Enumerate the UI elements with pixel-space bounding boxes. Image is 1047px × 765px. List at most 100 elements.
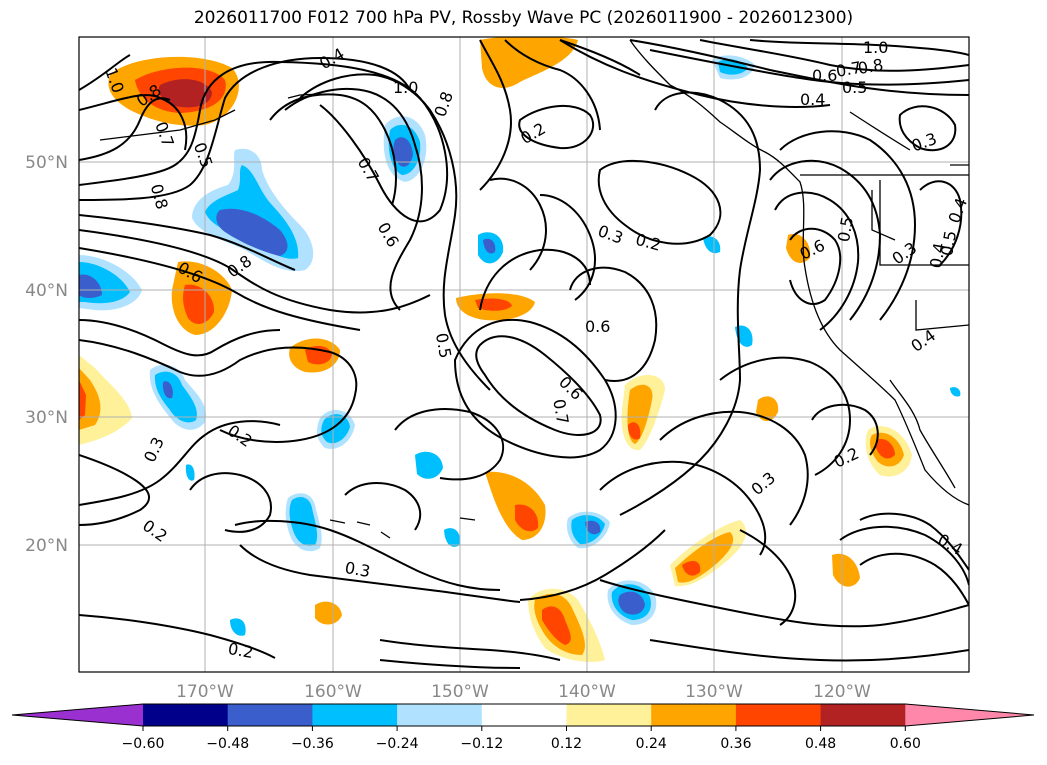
contour-label: 0.8 xyxy=(430,89,457,119)
contour-label: 0.2 xyxy=(634,230,664,255)
contour-label: 0.5 xyxy=(842,78,867,97)
colorbar-segment xyxy=(143,704,229,726)
lon-tick-label: 150°W xyxy=(431,682,489,702)
contour-label: 0.3 xyxy=(909,129,939,156)
contour-label: 0.5 xyxy=(432,331,455,359)
colorbar-segment xyxy=(481,704,567,726)
anomaly-pos xyxy=(79,380,86,420)
colorbar: −0.60 −0.48 −0.36 −0.24 −0.12 0.12 0.24 0.36 0.4… xyxy=(11,703,1035,752)
colorbar-extend-high xyxy=(905,704,1034,726)
colorbar-segment xyxy=(566,704,652,726)
contour-label: 0.4 xyxy=(945,195,972,225)
colorbar-tick-label: −0.24 xyxy=(376,736,419,752)
colorbar-tick-label: −0.48 xyxy=(206,736,249,752)
lat-tick-label: 30°N xyxy=(25,408,68,428)
anomaly-pos xyxy=(158,79,212,108)
colorbar-tick-label: 0.60 xyxy=(890,736,921,752)
contour-label: 0.8 xyxy=(856,55,884,78)
contour-label: 0.3 xyxy=(889,238,921,268)
lon-tick-label: 140°W xyxy=(558,682,616,702)
lat-tick-label: 40°N xyxy=(25,281,68,301)
contour-label: 0.5 xyxy=(937,229,960,257)
contour-label: 0.3 xyxy=(595,221,625,248)
colorbar-tick-label: 0.24 xyxy=(636,736,667,752)
anomaly-pos xyxy=(475,298,512,311)
anomaly-pos xyxy=(628,422,641,440)
contour-label: 0.2 xyxy=(517,119,549,148)
colorbar-tick-label: 0.12 xyxy=(551,736,582,752)
contour-label: 0.3 xyxy=(140,434,168,465)
anomaly-neg xyxy=(230,618,246,636)
anomaly-neg xyxy=(444,528,461,547)
contour-label: 0.4 xyxy=(316,44,348,73)
lon-tick-label: 160°W xyxy=(304,682,362,702)
contour-label: 0.7 xyxy=(549,398,572,426)
anomaly-pos xyxy=(515,504,539,532)
contour-label: 0.2 xyxy=(831,444,862,472)
contour-label: 0.6 xyxy=(585,317,610,336)
contour-label: 0.2 xyxy=(224,421,256,451)
contour-label: 0.4 xyxy=(934,530,966,559)
lat-tick-label: 20°N xyxy=(25,536,68,556)
colorbar-tick-label: −0.12 xyxy=(460,736,503,752)
anomaly-neg xyxy=(162,381,173,399)
contour-label: 1.0 xyxy=(393,78,418,97)
contour-label: 0.4 xyxy=(907,326,939,356)
shaded-anomalies xyxy=(79,37,961,662)
lon-ticks: 170°W 160°W 150°W 140°W 130°W 120°W xyxy=(176,682,871,702)
colorbar-segment xyxy=(397,704,483,726)
anomaly-neg xyxy=(216,208,288,256)
contour-label: 0.2 xyxy=(227,639,255,662)
anomaly-pos xyxy=(183,284,215,324)
contour-label: 0.8 xyxy=(224,251,256,281)
anomaly-neg xyxy=(703,236,721,254)
map-title: 2026011700 F012 700 hPa PV, Rossby Wave … xyxy=(193,8,854,28)
lon-tick-label: 120°W xyxy=(813,682,871,702)
colorbar-segment xyxy=(227,704,313,726)
contour-label: 0.2 xyxy=(139,516,171,546)
anomaly-neg xyxy=(585,520,601,535)
anomaly-pos xyxy=(315,601,342,625)
contour-label: 0.6 xyxy=(374,219,403,251)
coastlines xyxy=(99,39,969,539)
anomaly-neg xyxy=(483,238,496,254)
contour-label: 0.5 xyxy=(834,215,857,243)
colorbar-tick-label: −0.60 xyxy=(122,736,165,752)
anomaly-neg xyxy=(415,451,443,479)
anomaly-neg xyxy=(950,387,961,397)
contour-label: 0.6 xyxy=(812,66,837,85)
anomaly-neg xyxy=(79,274,102,299)
colorbar-segment xyxy=(820,704,906,726)
colorbar-segment xyxy=(735,704,822,726)
anomaly-pos xyxy=(682,560,701,576)
anomaly-pos xyxy=(876,439,895,459)
anomaly-neg xyxy=(618,591,645,615)
colorbar-extend-low xyxy=(12,704,143,726)
anomaly-pos xyxy=(832,553,860,587)
lat-ticks: 50°N 40°N 30°N 20°N xyxy=(25,153,68,556)
contour-label: 1.0 xyxy=(863,38,888,57)
anomaly-neg xyxy=(289,496,318,546)
plot-frame xyxy=(78,36,970,673)
contour-label: 0.4 xyxy=(800,90,825,109)
colorbar-tick-label: −0.36 xyxy=(291,736,334,752)
colorbar-tick-label: 0.36 xyxy=(720,736,751,752)
anomaly-neg xyxy=(185,464,195,481)
lon-tick-label: 170°W xyxy=(176,682,234,702)
lon-tick-label: 130°W xyxy=(685,682,743,702)
contour-label: 0.3 xyxy=(343,558,371,581)
anomaly-neg xyxy=(393,137,413,167)
contour-label: 0.4 xyxy=(926,241,949,269)
colorbar-segment xyxy=(312,704,398,726)
anomaly-neg xyxy=(321,414,350,444)
contour-label: 0.3 xyxy=(747,468,779,499)
colorbar-tick-label: 0.48 xyxy=(805,736,836,752)
pv-contours xyxy=(79,39,969,669)
colorbar-segment xyxy=(651,704,737,726)
contour-label: 0.7 xyxy=(835,58,863,81)
lat-tick-label: 50°N xyxy=(25,153,68,173)
anomaly-pos xyxy=(480,37,578,88)
contour-label: 0.8 xyxy=(147,182,172,212)
anomaly-pos xyxy=(756,396,779,422)
